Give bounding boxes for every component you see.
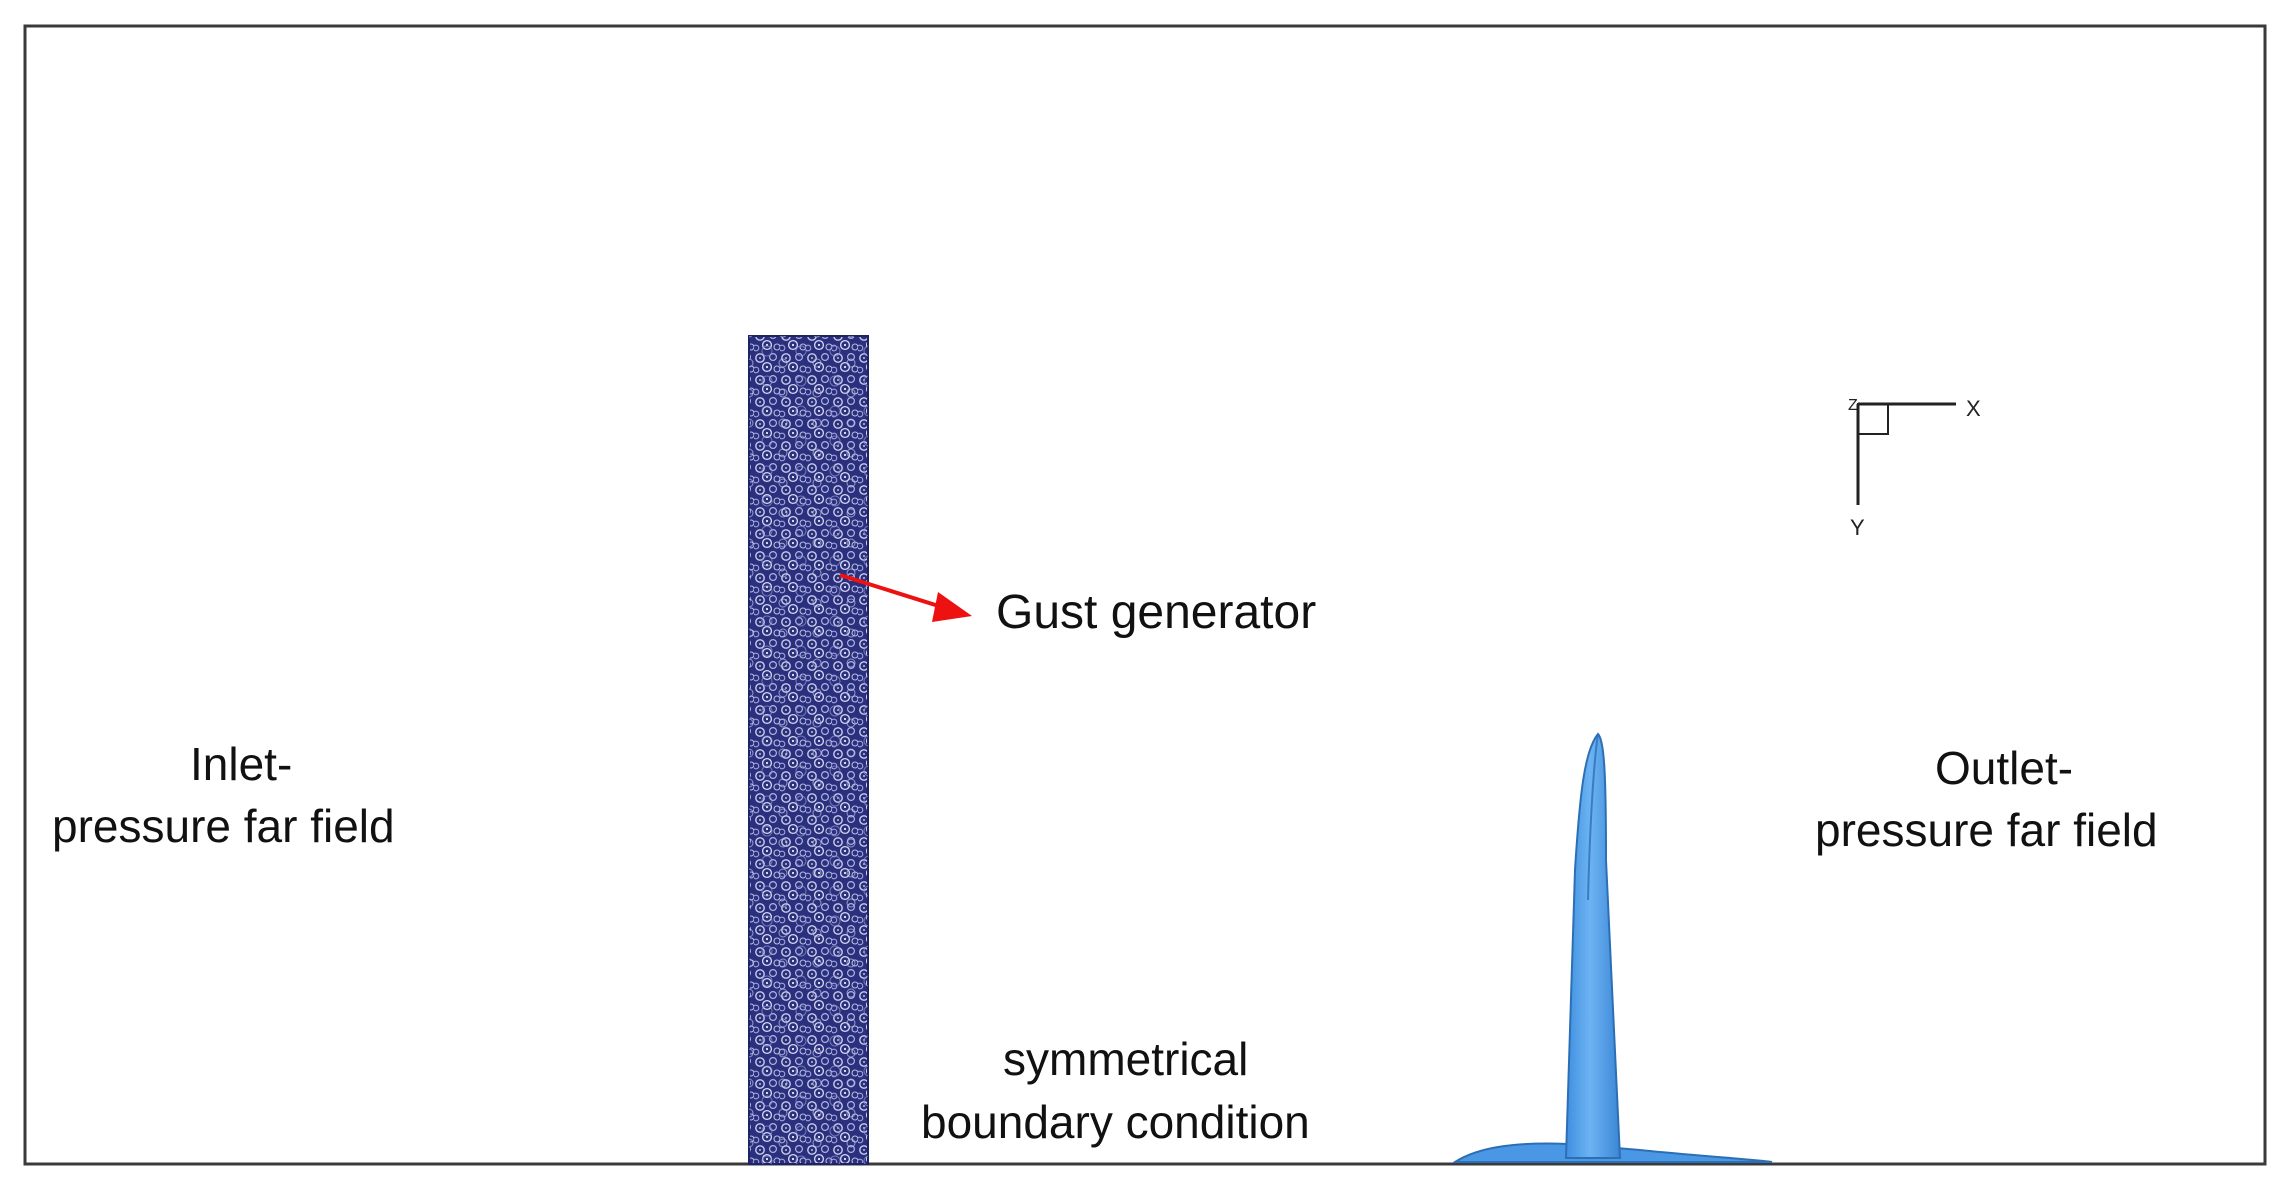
triad-y-label: Y	[1850, 515, 1865, 540]
triad-x-label: X	[1966, 396, 1981, 421]
symmetry-label-line1: symmetrical	[1003, 1033, 1248, 1085]
domain-frame	[23, 24, 2267, 1166]
triad-z-label: Z	[1848, 397, 1858, 414]
outlet-label-line2: pressure far field	[1815, 804, 2158, 856]
gust-generator-arrow	[839, 573, 972, 622]
outlet-label-line1: Outlet-	[1935, 742, 2073, 794]
coordinate-triad-icon: X Y Z	[1848, 396, 1981, 540]
gust-generator-mesh	[748, 335, 869, 1165]
inlet-label-line2: pressure far field	[52, 800, 395, 852]
symmetry-label-line2: boundary condition	[921, 1096, 1310, 1148]
airfoil-blade-shape	[1451, 732, 1773, 1163]
inlet-label-line1: Inlet-	[190, 738, 292, 790]
gust-generator-label: Gust generator	[996, 586, 1316, 639]
